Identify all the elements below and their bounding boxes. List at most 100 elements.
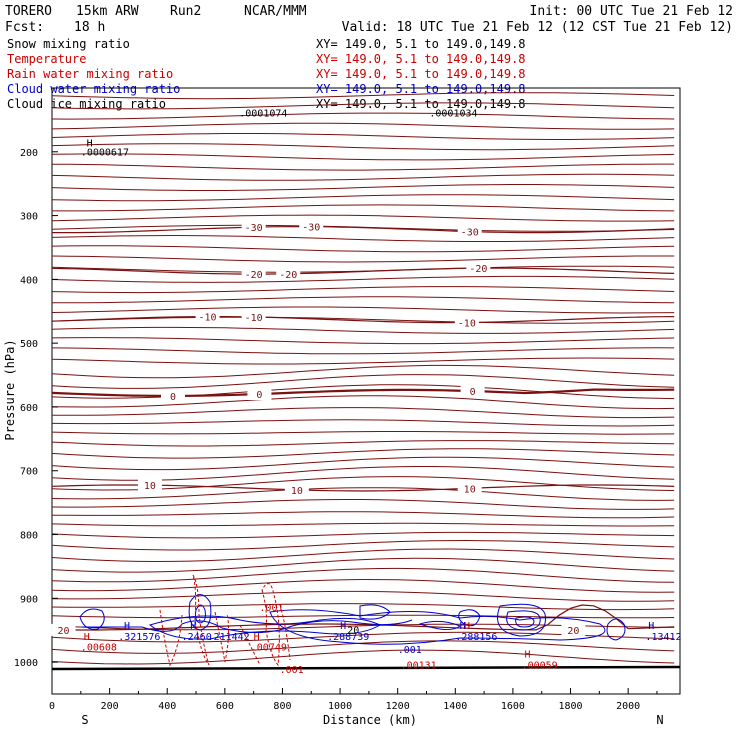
contour-label-bg	[241, 268, 266, 281]
annotation-label: H	[254, 632, 260, 643]
contour-label-bg	[195, 310, 220, 323]
annotation-label: .288156	[455, 632, 497, 643]
annotation-label: .13412	[645, 632, 681, 643]
x-tick-label: 200	[101, 701, 119, 712]
temperature-contour	[52, 226, 675, 234]
contour-label: 20	[57, 626, 69, 637]
contour-label-bg	[241, 310, 266, 323]
x-tick-label: 1600	[501, 701, 525, 712]
contour-line	[51, 395, 675, 410]
temperature-contour	[51, 388, 675, 397]
contour-line	[51, 173, 675, 181]
contour-label-bg	[284, 483, 309, 496]
contour-line	[51, 133, 675, 140]
field-xy: XY= 149.0, 5.1 to 149.0,149.8	[316, 82, 526, 96]
x-tick-label: 1400	[443, 701, 467, 712]
annotation-label: .0001034	[429, 109, 477, 120]
contour-label: -20	[469, 264, 487, 275]
annotation-label: .211442	[208, 632, 250, 643]
y-tick-label: 1000	[14, 658, 38, 669]
contour-line	[51, 143, 675, 151]
fcst-value: 18 h	[74, 20, 105, 35]
contour-label: -10	[245, 313, 263, 324]
annotation-label: .00131	[401, 660, 437, 671]
contour-line	[51, 603, 675, 611]
contour-line	[51, 499, 675, 510]
annotation-label: .00608	[81, 643, 117, 654]
y-tick-label: 500	[20, 339, 38, 350]
contour-label: -30	[461, 228, 479, 239]
contour-line	[51, 567, 675, 583]
field-xy: XY= 149.0, 5.1 to 149.0,149.8	[316, 67, 526, 81]
rain-water-contours	[159, 574, 291, 667]
contour-line	[51, 419, 675, 427]
x-tick-label: 600	[216, 701, 234, 712]
annotation-label: .288739	[327, 632, 369, 643]
contour-line	[51, 163, 675, 171]
contour-line	[52, 296, 675, 304]
annotation-label: 20	[347, 625, 359, 636]
contour-line	[51, 255, 675, 263]
contour-line	[51, 337, 675, 345]
contour-line	[51, 511, 675, 519]
contour-label-bg	[241, 221, 266, 234]
x-tick-label: 1800	[558, 701, 582, 712]
annotation-label: H	[648, 621, 654, 632]
x-axis-label: Distance (km)	[323, 713, 417, 727]
contour-label: 20	[567, 626, 579, 637]
annotation-label: H	[460, 621, 466, 632]
annotations: .0001074.0001034H.0000617H.321576H.2460.…	[81, 109, 682, 676]
contour-label: 10	[464, 484, 476, 495]
contour-label: 0	[256, 390, 262, 401]
axis-ticks: 0 200 400 600 800 1000 1200 1400 1600 1800 2000200…	[14, 148, 658, 712]
x-tick-label: 1200	[386, 701, 410, 712]
run-label: Run2	[170, 4, 201, 19]
contour-line	[51, 456, 675, 471]
contour-line	[51, 448, 675, 459]
contour-line	[51, 578, 675, 593]
contour-line	[51, 374, 675, 389]
contour-line	[51, 364, 675, 379]
contour-line	[51, 306, 675, 314]
contour-label: 10	[144, 481, 156, 492]
contour-line	[51, 245, 675, 253]
contour-line	[51, 214, 675, 222]
annotation-label: .00749	[251, 643, 287, 654]
temperature-contour	[51, 267, 675, 275]
contour-line	[51, 316, 675, 324]
annotation-label: H	[340, 621, 346, 632]
temperature-contour	[51, 316, 675, 324]
annotation-label: .001	[398, 645, 422, 656]
contour-label-bg	[137, 479, 162, 492]
contour-label: -10	[458, 318, 476, 329]
y-tick-label: 900	[20, 594, 38, 605]
south-label: S	[81, 713, 88, 727]
contour-line	[51, 440, 675, 447]
annotation-label: H	[87, 139, 93, 150]
contour-line	[52, 204, 675, 212]
contour-label-bg	[457, 482, 482, 495]
y-axis-label: Pressure (hPa)	[3, 339, 17, 440]
init-time: Init: 00 UTC Tue 21 Feb 12	[530, 4, 734, 19]
x-tick-label: 0	[49, 701, 55, 712]
contour-label-bg	[51, 623, 76, 636]
contour-label: -30	[245, 223, 263, 234]
field-xy: XY= 149.0, 5.1 to 149.0,149.8	[316, 52, 526, 66]
contour-label: -30	[302, 223, 320, 234]
contour-line	[51, 531, 675, 539]
contour-label-bg	[454, 316, 479, 329]
contour-label: 10	[291, 486, 303, 497]
contour-line	[51, 522, 675, 527]
y-tick-label: 800	[20, 531, 38, 542]
field-xy: XY= 149.0, 5.1 to 149.0,149.8	[316, 37, 526, 51]
field-legend: Snow mixing ratio XY= 149.0, 5.1 to 149.…	[7, 37, 526, 111]
contour-line	[51, 487, 675, 501]
cloud-ice-contours	[51, 665, 681, 671]
x-tick-label: 2000	[616, 701, 640, 712]
y-tick-label: 600	[20, 403, 38, 414]
contour-line	[51, 326, 675, 334]
cloud-water-contours	[79, 594, 626, 645]
y-tick-label: 200	[20, 148, 38, 159]
annotation-label: .0000617	[81, 148, 129, 159]
